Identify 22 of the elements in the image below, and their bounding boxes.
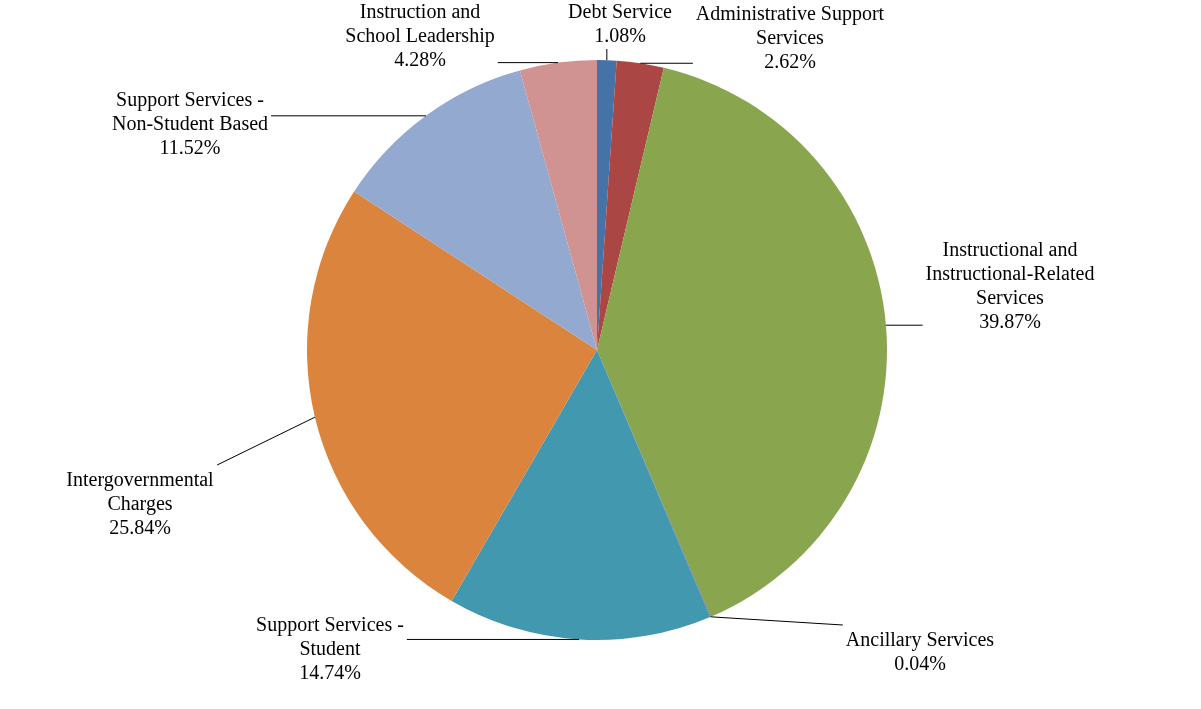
- pie-slice: [597, 67, 887, 617]
- slice-label: Instruction and School Leadership: [345, 0, 495, 47]
- slice-label: Support Services - Non-Student Based: [111, 88, 269, 134]
- data-label: 11.52%: [159, 136, 221, 158]
- slice-label: Intergovernmental Charges: [66, 468, 215, 515]
- pie-slice: [451, 350, 711, 640]
- slice-label: Administrative Support Services: [695, 2, 885, 48]
- slice-label: Instructional and Instructional-Related Services: [925, 238, 1095, 308]
- pie-slice: [519, 60, 597, 350]
- slice-label: Debt Service: [568, 0, 673, 22]
- data-label: 25.84%: [109, 516, 171, 538]
- data-label: 14.74%: [299, 661, 361, 683]
- slice-label: Ancillary Services: [845, 628, 995, 651]
- data-label: 1.08%: [594, 24, 646, 46]
- data-label: 39.87%: [979, 310, 1041, 332]
- data-label: 0.04%: [894, 652, 946, 674]
- pie-slice: [597, 60, 664, 350]
- data-label: 2.62%: [764, 50, 816, 72]
- data-label: 4.28%: [394, 48, 446, 70]
- pie-slice: [354, 70, 597, 350]
- pie-slice: [307, 191, 597, 601]
- slice-label: Support Services - Student: [256, 613, 404, 659]
